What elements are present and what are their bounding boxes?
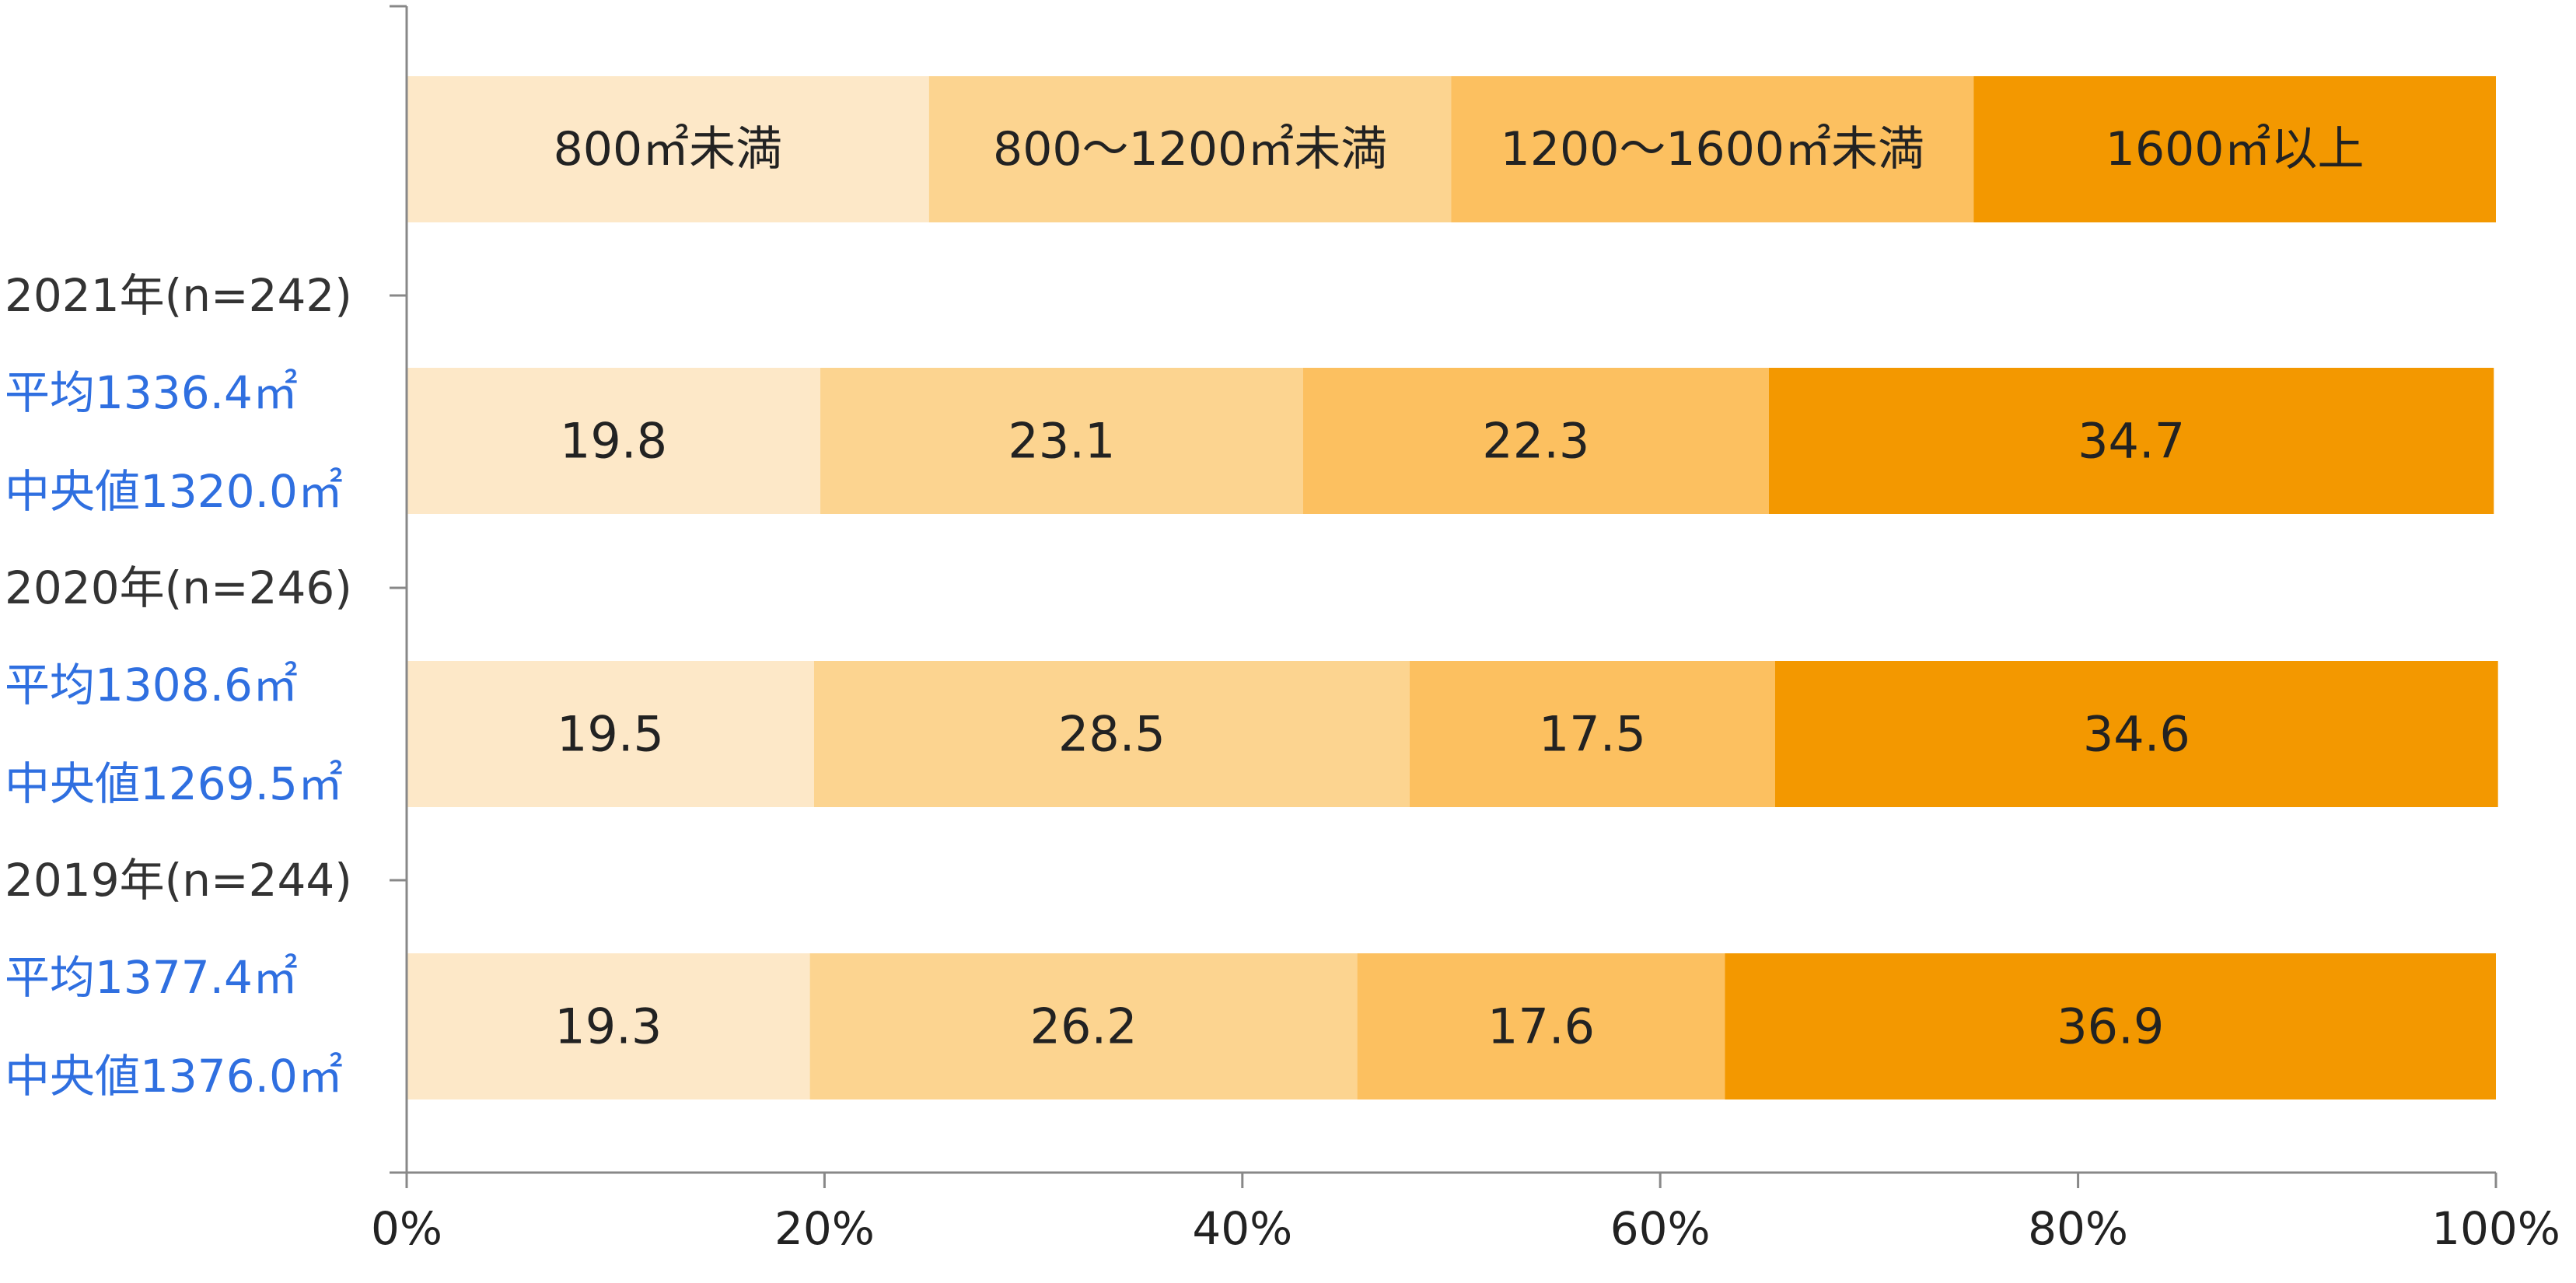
legend-label-0: 800㎡未満: [554, 122, 783, 177]
row-mean-label-0: 平均1336.4㎡: [5, 366, 298, 419]
row-year-label-0: 2021年(n=242): [5, 269, 352, 322]
bar-segment-1-2: [1409, 661, 1775, 807]
value-label-2-2: 17.6: [1487, 998, 1595, 1055]
row-mean-label-1: 平均1308.6㎡: [5, 659, 298, 711]
legend-swatch-2: [1451, 76, 1974, 222]
x-tick-label-1: 20%: [774, 1202, 875, 1255]
x-tick-label-4: 80%: [2028, 1202, 2128, 1255]
value-label-1-2: 17.5: [1539, 706, 1646, 763]
row-mean-label-2: 平均1377.4㎡: [5, 951, 298, 1004]
value-label-0-2: 22.3: [1482, 413, 1589, 470]
row-median-label-2: 中央値1376.0㎡: [5, 1050, 343, 1103]
x-tick-label-0: 0%: [371, 1202, 442, 1255]
legend-label-3: 1600㎡以上: [2106, 122, 2365, 177]
bars: 19.8 23.1 22.3 34.7 19.5 28.5 17.5 34.6 19.3 26.2…: [407, 368, 2498, 1099]
bar-segment-0-0: [407, 368, 821, 514]
value-label-1-3: 34.6: [2083, 706, 2190, 763]
x-tick-label-2: 40%: [1192, 1202, 1292, 1255]
bar-segment-0-2: [1302, 368, 1769, 514]
value-label-2-0: 19.3: [554, 998, 662, 1055]
bar-segment-2-0: [407, 953, 810, 1099]
bar-segment-1-3: [1774, 661, 2498, 807]
row-year-label-2: 2019年(n=244): [5, 854, 352, 907]
x-tick-label-3: 60%: [1610, 1202, 1711, 1255]
bar-segment-0-1: [820, 368, 1303, 514]
value-label-1-0: 19.5: [557, 706, 664, 763]
bar-segment-1-1: [813, 661, 1410, 807]
bar-segment-0-3: [1768, 368, 2494, 514]
value-label-0-1: 23.1: [1008, 413, 1115, 470]
value-label-0-0: 19.8: [560, 413, 667, 470]
bar-segment-2-2: [1357, 953, 1725, 1099]
value-label-2-1: 26.2: [1030, 998, 1138, 1055]
row-median-label-1: 中央値1269.5㎡: [5, 757, 343, 810]
legend-label-1: 800～1200㎡未満: [993, 122, 1387, 177]
axes: 0% 20% 40% 60% 80% 100%: [371, 5, 2560, 1255]
x-tick-label-5: 100%: [2431, 1202, 2560, 1255]
bar-segment-2-3: [1725, 953, 2496, 1099]
value-label-0-3: 34.7: [2078, 413, 2185, 470]
legend-swatch-3: [1973, 76, 2496, 222]
legend: 800㎡未満 800～1200㎡未満 1200～1600㎡未満 1600㎡以上: [407, 76, 2496, 222]
legend-swatch-1: [928, 76, 1452, 222]
row-median-label-0: 中央値1320.0㎡: [5, 465, 343, 518]
value-label-2-3: 36.9: [2057, 998, 2164, 1055]
legend-swatch-0: [407, 76, 929, 222]
bar-segment-1-0: [407, 661, 814, 807]
bar-segment-2-1: [809, 953, 1358, 1099]
legend-label-2: 1200～1600㎡未満: [1501, 122, 1924, 177]
value-label-1-1: 28.5: [1058, 706, 1166, 763]
row-year-label-1: 2020年(n=246): [5, 561, 352, 614]
